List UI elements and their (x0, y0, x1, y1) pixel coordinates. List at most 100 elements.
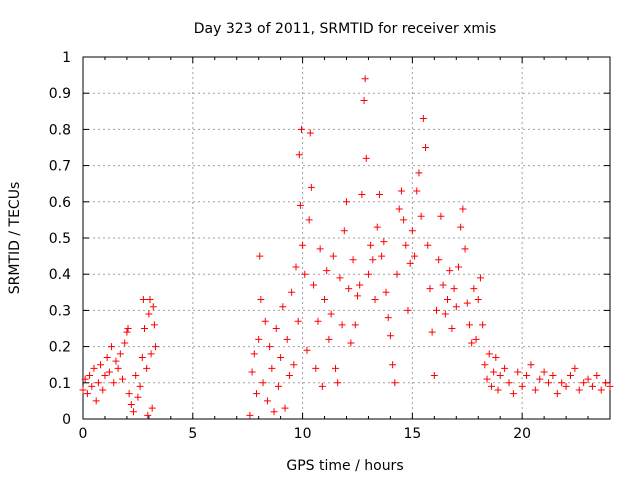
data-point (147, 350, 155, 358)
data-point (310, 281, 318, 289)
data-point (351, 321, 359, 329)
data-point (97, 361, 105, 369)
data-point (151, 343, 159, 351)
y-tick-label: 0.9 (49, 86, 71, 102)
data-point (459, 205, 467, 213)
data-point (518, 382, 526, 390)
data-point (246, 411, 254, 419)
data-point (101, 372, 109, 380)
data-point (148, 404, 156, 412)
data-point (545, 379, 553, 387)
data-point (150, 321, 158, 329)
data-point (119, 375, 127, 383)
data-point (318, 382, 326, 390)
data-point (527, 361, 535, 369)
data-point (446, 267, 454, 275)
data-point (140, 325, 148, 332)
data-point (402, 241, 410, 249)
data-point (250, 350, 258, 358)
data-point (430, 372, 438, 380)
data-point (83, 390, 91, 398)
y-tick-label: 0.2 (49, 340, 71, 356)
y-tick-label: 0.8 (49, 122, 71, 138)
data-point (536, 375, 544, 383)
data-point (127, 401, 135, 409)
data-point (441, 310, 449, 318)
data-point (110, 379, 118, 387)
data-point (584, 375, 592, 383)
data-point (523, 372, 531, 380)
data-point (433, 306, 441, 314)
data-point (144, 411, 152, 419)
data-point (448, 325, 456, 332)
data-point (439, 281, 447, 289)
data-point (428, 328, 436, 336)
data-point (602, 379, 610, 387)
data-point (597, 386, 605, 394)
data-point (349, 256, 357, 264)
data-point (130, 408, 138, 416)
data-point (338, 321, 346, 329)
data-point (86, 372, 94, 380)
data-point (274, 382, 282, 390)
data-point (496, 372, 504, 380)
data-point (340, 227, 348, 235)
data-point (404, 306, 412, 314)
data-point (92, 397, 100, 405)
data-point (143, 364, 151, 372)
data-point (362, 154, 370, 162)
data-point (248, 368, 256, 376)
data-point (288, 288, 296, 296)
data-point (123, 328, 131, 336)
data-point (296, 201, 304, 209)
data-point (400, 216, 408, 224)
data-point (132, 372, 140, 380)
data-point (252, 390, 260, 398)
data-point (406, 259, 414, 267)
data-point (329, 252, 337, 260)
data-point (463, 299, 471, 307)
data-point (358, 191, 366, 199)
data-point (479, 321, 487, 329)
data-point (356, 281, 364, 289)
y-axis-label: SRMTID / TECUs (7, 182, 23, 295)
data-point (384, 314, 392, 322)
data-point (457, 223, 465, 231)
data-point (347, 339, 355, 347)
data-point (323, 267, 331, 275)
data-point (261, 317, 269, 325)
data-point (369, 256, 377, 264)
data-point (307, 183, 315, 191)
data-point (361, 75, 369, 83)
data-point (279, 303, 287, 311)
data-point (332, 364, 340, 372)
data-point (79, 386, 87, 394)
data-point (255, 335, 263, 343)
data-point (593, 372, 601, 380)
x-tick-label: 0 (79, 426, 88, 442)
data-point (371, 296, 379, 304)
data-point (452, 303, 460, 311)
data-point (266, 343, 274, 351)
data-point (415, 169, 423, 177)
data-point (553, 390, 561, 398)
data-point (90, 364, 98, 372)
data-point (562, 382, 570, 390)
x-tick-label: 15 (403, 426, 421, 442)
data-point (305, 216, 313, 224)
data-point (297, 125, 305, 133)
data-point (474, 296, 482, 304)
data-point (99, 386, 107, 394)
data-point (112, 357, 120, 365)
data-point (437, 212, 445, 220)
data-point (378, 252, 386, 260)
data-point (382, 288, 390, 296)
data-point (391, 379, 399, 387)
data-point (492, 353, 500, 361)
data-point (294, 317, 302, 325)
data-point (483, 375, 491, 383)
data-point (345, 285, 353, 293)
data-point (285, 372, 293, 380)
data-point (444, 296, 452, 304)
data-point (549, 372, 557, 380)
